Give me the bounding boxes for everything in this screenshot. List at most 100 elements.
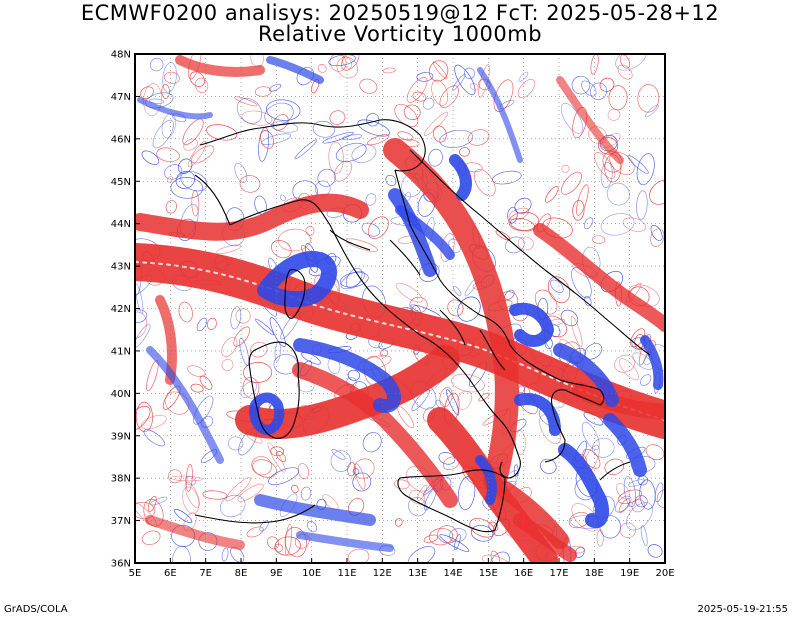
lat-tick-label: 36N: [111, 559, 131, 570]
contour-loop: [608, 85, 628, 111]
contour-loop: [135, 405, 151, 432]
contour-loop: [341, 134, 363, 141]
contour-loop: [345, 268, 363, 289]
contour-loop: [634, 495, 648, 508]
contour-loop: [276, 450, 287, 463]
contour-loop: [627, 155, 649, 174]
contour-loop: [473, 169, 496, 197]
contour-loop: [637, 84, 660, 113]
contour-loop: [331, 449, 346, 460]
contour-loop: [622, 217, 647, 232]
contour-loop: [173, 508, 193, 524]
contour-loop: [190, 383, 204, 393]
contour-loop: [636, 153, 655, 186]
contour-loop: [640, 374, 652, 386]
contour-loop: [431, 79, 449, 106]
contour-loop: [242, 377, 260, 399]
contour-loop: [463, 67, 476, 80]
contour-loop: [397, 406, 415, 429]
contour-loop: [518, 71, 529, 82]
contour-loop: [141, 530, 161, 546]
lat-tick-label: 38N: [111, 474, 131, 485]
contour-loop: [393, 479, 410, 490]
contour-loop: [274, 536, 301, 556]
contour-loop: [235, 308, 251, 324]
contour-loop: [221, 358, 234, 372]
contour-loop: [359, 78, 378, 94]
contour-loop: [644, 104, 659, 118]
contour-loop: [216, 244, 242, 254]
contour-loop: [183, 138, 199, 151]
contour-loop: [301, 352, 321, 365]
contour-loop: [187, 140, 207, 168]
contour-loop: [202, 490, 228, 500]
contour-loop: [347, 369, 361, 381]
contour-loop: [490, 550, 501, 563]
contour-loop: [255, 318, 275, 336]
contour-loop: [403, 104, 421, 120]
contour-loop: [406, 77, 428, 103]
contour-loop: [135, 311, 148, 339]
contour-loop: [164, 164, 183, 180]
contour-loop: [300, 486, 312, 501]
contour-loop: [453, 286, 462, 296]
contour-loop: [227, 436, 244, 451]
contour-loop: [517, 236, 534, 251]
contour-loop: [606, 182, 630, 206]
contour-loop: [560, 102, 584, 134]
contour-loop: [135, 501, 156, 520]
negative-vorticity-bands: [137, 56, 664, 552]
contour-loop: [143, 429, 166, 447]
contour-field: [135, 54, 665, 563]
contour-loop: [583, 217, 594, 230]
contour-loop: [239, 175, 261, 193]
contour-loop: [507, 206, 518, 224]
lon-tick-label: 18E: [585, 568, 604, 579]
contour-loop: [165, 200, 177, 214]
contour-loop: [561, 164, 570, 173]
contour-loop: [417, 484, 428, 501]
lon-tick-label: 14E: [443, 568, 462, 579]
footer-timestamp: 2025-05-19-21:55: [697, 604, 788, 615]
lat-tick-label: 47N: [111, 92, 131, 103]
contour-loop: [199, 375, 213, 390]
contour-loop: [645, 444, 665, 461]
contour-loop: [168, 469, 182, 484]
contour-loop: [163, 71, 180, 84]
contour-loop: [451, 373, 485, 393]
contour-loop: [505, 236, 525, 254]
contour-loop: [328, 141, 344, 174]
lon-tick-label: 7E: [199, 568, 212, 579]
lat-tick-label: 37N: [111, 516, 131, 527]
contour-loop: [184, 481, 200, 509]
contour-loop: [219, 494, 246, 518]
contour-loop: [341, 55, 353, 69]
contour-loop: [385, 174, 397, 187]
longitude-axis: 5E 6E 7E 8E 9E 10E 11E 12E 13E 14E 15E 16E 17E 18E 19E…: [129, 558, 675, 579]
contour-loop: [351, 144, 377, 163]
contour-loop: [234, 96, 258, 107]
contour-loop: [394, 103, 419, 128]
contour-loop: [206, 317, 217, 330]
contour-loop: [428, 60, 449, 82]
contour-loop: [650, 228, 665, 248]
contour-loop: [261, 133, 292, 145]
contour-loop: [616, 483, 630, 500]
contour-loop: [162, 62, 177, 93]
contour-loop: [362, 432, 382, 453]
lon-tick-label: 19E: [620, 568, 639, 579]
contour-loop: [407, 546, 436, 563]
contour-loop: [354, 463, 366, 490]
contour-loop: [178, 301, 193, 323]
contour-loop: [317, 63, 327, 73]
contour-loop: [284, 523, 292, 556]
contour-loop: [267, 536, 279, 550]
latitude-axis: 36N 37N 38N 39N 40N 41N 42N 43N 44N 45N 46N 47N 48N: [111, 50, 140, 570]
contour-loop: [189, 71, 205, 87]
lat-tick-label: 43N: [111, 262, 131, 273]
contour-loop: [161, 84, 170, 99]
contour-loop: [615, 54, 647, 71]
contour-loop: [576, 184, 589, 216]
contour-loop: [571, 503, 600, 532]
contour-loop: [439, 387, 453, 408]
